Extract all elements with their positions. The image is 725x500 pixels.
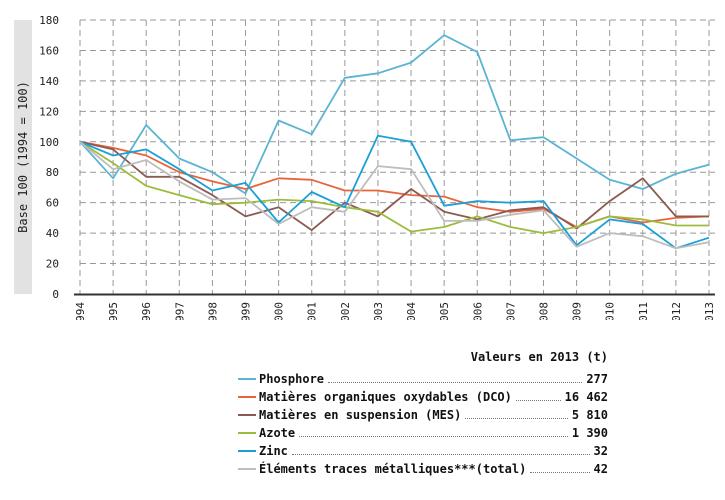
x-tick-label: 2002 bbox=[339, 302, 352, 320]
legend-leader-dots bbox=[299, 435, 568, 437]
legend-series-name: Phosphore bbox=[259, 372, 325, 386]
line-chart: 0 20 40 60 80 100 120 140 160 180 1994 1995 1996 1997… bbox=[39, 14, 716, 320]
x-tick-label: 1994 bbox=[74, 302, 87, 320]
legend-series-name: Zinc bbox=[259, 444, 288, 458]
y-tick-label: 120 bbox=[39, 105, 59, 118]
legend-series-name: Matières en suspension (MES) bbox=[259, 408, 462, 422]
legend-swatch bbox=[238, 450, 256, 452]
legend: Valeurs en 2013 (t) Phosphore 277 Matières… bbox=[238, 350, 608, 478]
legend-series-name: Azote bbox=[259, 426, 296, 440]
y-tick-label: 40 bbox=[46, 227, 59, 240]
x-tick-label: 2012 bbox=[670, 302, 683, 320]
x-tick-label: 1998 bbox=[206, 302, 219, 320]
legend-series-value: 277 bbox=[586, 372, 608, 386]
legend-rows: Phosphore 277 Matières organiques oxydable… bbox=[238, 370, 608, 478]
series-line-1 bbox=[79, 34, 710, 195]
x-tick-label: 1997 bbox=[173, 302, 186, 320]
legend-swatch bbox=[238, 468, 256, 470]
legend-item: Matières organiques oxydables (DCO) 16 46… bbox=[238, 388, 608, 406]
y-axis-label: Base 100 (1994 = 100) bbox=[16, 81, 30, 233]
y-tick-label: 140 bbox=[39, 75, 59, 88]
y-tick-label: 20 bbox=[46, 258, 59, 271]
legend-leader-dots bbox=[530, 471, 590, 473]
legend-item: Éléments traces métalliques***(total) 42 bbox=[238, 460, 608, 478]
x-tick-label: 2011 bbox=[637, 302, 650, 320]
legend-series-value: 32 bbox=[593, 444, 608, 458]
x-tick-label: 2013 bbox=[703, 302, 716, 320]
x-tick-label: 1999 bbox=[240, 302, 253, 320]
x-tick-label: 2010 bbox=[604, 302, 617, 320]
legend-series-name: Éléments traces métalliques***(total) bbox=[259, 462, 527, 476]
legend-swatch bbox=[238, 396, 256, 398]
legend-item: Matières en suspension (MES) 5 810 bbox=[238, 406, 608, 424]
series-line-6 bbox=[79, 141, 710, 250]
legend-item: Phosphore 277 bbox=[238, 370, 608, 388]
legend-leader-dots bbox=[465, 417, 568, 419]
legend-series-value: 1 390 bbox=[571, 426, 608, 440]
y-tick-label: 0 bbox=[52, 288, 59, 301]
x-tick-label: 2007 bbox=[504, 302, 517, 320]
legend-item: Azote 1 390 bbox=[238, 424, 608, 442]
legend-series-value: 5 810 bbox=[571, 408, 608, 422]
series-line-4 bbox=[79, 141, 709, 235]
legend-swatch bbox=[238, 378, 256, 380]
x-tick-label: 2004 bbox=[405, 302, 418, 320]
y-tick-label: 100 bbox=[39, 136, 59, 149]
x-tick-label: 2006 bbox=[471, 302, 484, 320]
legend-series-name: Matières organiques oxydables (DCO) bbox=[259, 390, 512, 404]
legend-leader-dots bbox=[515, 399, 561, 401]
series-line-5 bbox=[79, 134, 710, 250]
y-tick-label: 60 bbox=[46, 197, 59, 210]
y-tick-label: 160 bbox=[39, 44, 59, 57]
x-tick-label: 1995 bbox=[107, 302, 120, 320]
series-line-3 bbox=[79, 140, 709, 232]
x-tick-label: 2000 bbox=[273, 302, 286, 320]
x-tick-label: 2003 bbox=[372, 302, 385, 320]
y-axis-label-bar bbox=[14, 20, 32, 294]
x-tick-label: 2001 bbox=[306, 302, 319, 320]
y-tick-label: 180 bbox=[39, 14, 59, 27]
y-tick-label: 80 bbox=[46, 166, 59, 179]
x-tick-label: 1996 bbox=[140, 302, 153, 320]
x-tick-label: 2005 bbox=[438, 302, 451, 320]
legend-swatch bbox=[238, 432, 256, 434]
legend-leader-dots bbox=[328, 381, 583, 383]
x-tick-label: 2008 bbox=[537, 302, 550, 320]
legend-series-value: 42 bbox=[593, 462, 608, 476]
legend-title: Valeurs en 2013 (t) bbox=[470, 350, 608, 364]
x-tick-label: 2009 bbox=[571, 302, 584, 320]
legend-leader-dots bbox=[291, 453, 590, 455]
legend-swatch bbox=[238, 414, 256, 416]
legend-item: Zinc 32 bbox=[238, 442, 608, 460]
legend-series-value: 16 462 bbox=[564, 390, 608, 404]
